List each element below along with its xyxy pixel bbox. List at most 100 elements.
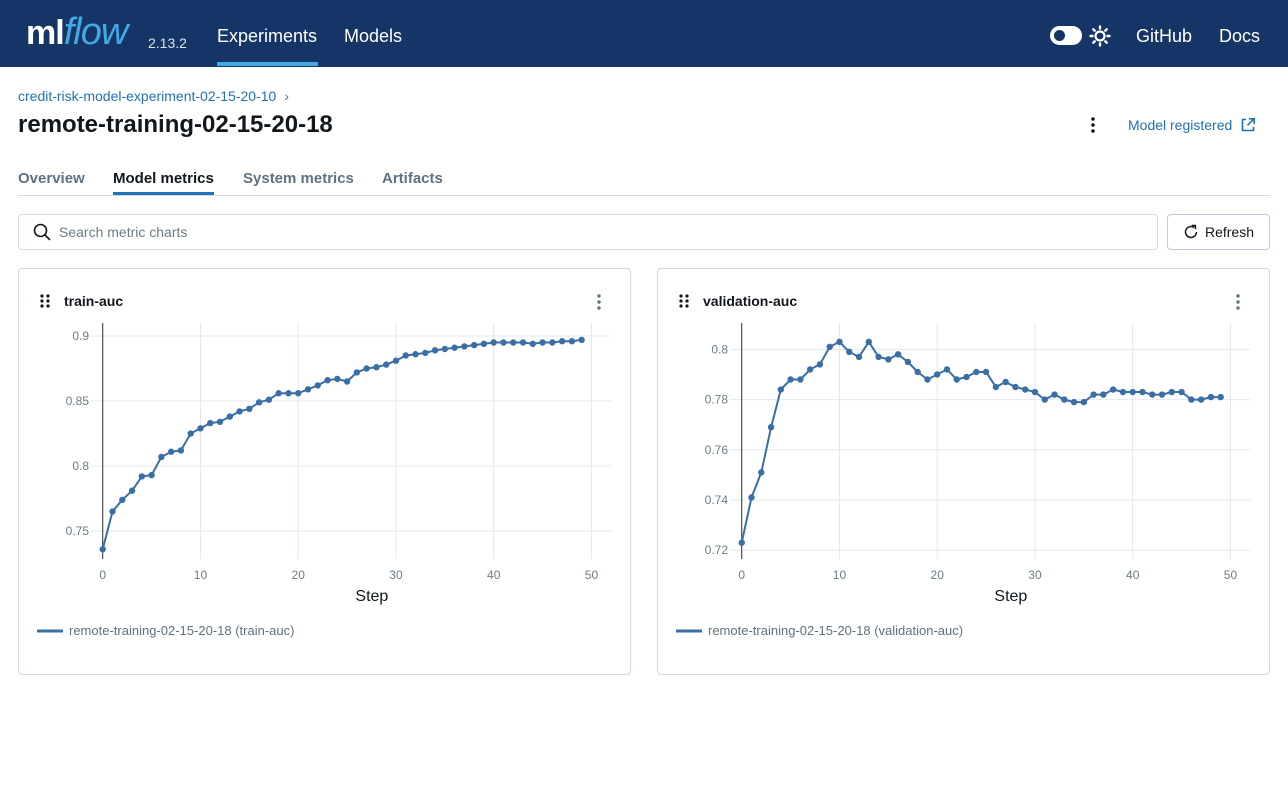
drag-handle-icon[interactable] (39, 293, 51, 309)
dark-mode-toggle[interactable] (1050, 26, 1082, 45)
tab-overview[interactable]: Overview (18, 170, 85, 187)
nav-experiments[interactable]: Experiments (217, 26, 318, 46)
data-point (324, 377, 331, 384)
data-point (1178, 388, 1185, 396)
refresh-icon (1184, 224, 1198, 239)
data-point (246, 405, 253, 413)
data-point (1080, 398, 1088, 406)
data-point (1012, 383, 1019, 391)
data-point (1207, 393, 1215, 401)
data-point (177, 447, 185, 454)
data-point (197, 425, 204, 432)
x-tick-label: 0 (738, 568, 745, 582)
y-tick-label: 0.72 (705, 543, 729, 557)
legend-label: remote-training-02-15-20-18 (train-auc) (69, 623, 294, 638)
more-options-icon[interactable] (1085, 115, 1101, 135)
y-tick-label: 0.76 (705, 443, 729, 457)
data-point (1139, 388, 1146, 396)
github-link[interactable]: GitHub (1136, 26, 1193, 46)
data-point (855, 353, 863, 361)
search-input[interactable] (59, 219, 1139, 245)
data-point (119, 496, 126, 504)
tab-system-metrics[interactable]: System metrics (243, 170, 354, 187)
data-point (255, 399, 263, 406)
logo-flow-text: flow (63, 11, 129, 53)
data-point (797, 376, 804, 383)
chart-menu-icon[interactable] (1231, 293, 1245, 311)
x-tick-label: 10 (194, 568, 208, 582)
data-point (461, 343, 468, 350)
data-point (382, 361, 390, 368)
breadcrumb-experiment-link[interactable]: credit-risk-model-experiment-02-15-20-10 (18, 88, 277, 104)
x-axis-title: Step (994, 588, 1027, 605)
data-point (334, 375, 341, 383)
chart-title: train-auc (64, 293, 124, 309)
validation-auc-plot[interactable]: 0 10 20 30 40 50 0.72 0.74 0.76 0.78 0.8 Step remote… (658, 269, 1269, 674)
data-point (128, 487, 136, 494)
docs-link[interactable]: Docs (1219, 26, 1261, 46)
data-point (748, 494, 755, 501)
x-tick-label: 10 (833, 568, 847, 582)
data-point (1070, 398, 1078, 406)
data-point (973, 368, 980, 376)
x-tick-label: 50 (585, 568, 599, 582)
data-point (1217, 393, 1224, 401)
data-point (109, 508, 116, 515)
x-axis-title: Step (355, 588, 388, 605)
chart-title: validation-auc (703, 293, 798, 309)
y-tick-label: 0.85 (66, 394, 90, 408)
data-point (363, 365, 370, 372)
data-point (207, 419, 214, 427)
train-auc-plot[interactable]: 0 10 20 30 40 50 0.75 0.8 0.85 0.9 Step remote-trai… (19, 269, 630, 674)
breadcrumb: credit-risk-model-experiment-02-15-20-10… (18, 88, 289, 104)
data-point (934, 371, 941, 378)
mlflow-logo[interactable]: ml flow (26, 6, 129, 58)
data-point (422, 349, 429, 357)
data-point (1158, 391, 1166, 398)
data-point (148, 471, 155, 479)
search-box (18, 214, 1158, 250)
data-point (894, 351, 902, 358)
toggle-knob (1052, 28, 1067, 43)
data-point (295, 390, 302, 397)
data-point (738, 539, 745, 546)
nav-models[interactable]: Models (344, 26, 403, 46)
data-point (470, 341, 478, 349)
data-point (982, 368, 990, 376)
data-point (1002, 378, 1009, 386)
data-point (885, 356, 892, 363)
series-line (101, 338, 582, 550)
data-point (500, 339, 507, 346)
data-point (767, 423, 775, 431)
data-point (216, 418, 224, 426)
data-point (373, 364, 380, 371)
data-point (1021, 386, 1029, 393)
data-point (480, 340, 488, 348)
data-point (412, 351, 419, 358)
refresh-label: Refresh (1204, 224, 1255, 240)
legend-label: remote-training-02-15-20-18 (validation-… (708, 623, 963, 638)
tab-model-metrics[interactable]: Model metrics (113, 170, 214, 187)
chart-menu-icon[interactable] (592, 293, 606, 311)
data-point (1197, 396, 1205, 403)
version-label: 2.13.2 (148, 35, 187, 51)
data-point (1168, 388, 1176, 396)
data-point (992, 383, 1000, 391)
data-point (578, 336, 585, 344)
data-point (943, 366, 951, 373)
logo-ml-text: ml (26, 14, 65, 52)
model-registered-link[interactable]: Model registered (1128, 117, 1256, 133)
data-point (904, 358, 912, 366)
data-point (490, 339, 497, 346)
tab-artifacts[interactable]: Artifacts (382, 170, 443, 187)
data-point (846, 348, 853, 356)
data-point (392, 357, 400, 364)
drag-handle-icon[interactable] (678, 293, 690, 309)
data-point (953, 376, 960, 383)
series-line (740, 340, 1221, 543)
data-point (529, 340, 537, 348)
data-point (285, 390, 292, 397)
data-point (1031, 388, 1039, 396)
refresh-button[interactable]: Refresh (1167, 214, 1270, 250)
data-point (1129, 388, 1136, 396)
